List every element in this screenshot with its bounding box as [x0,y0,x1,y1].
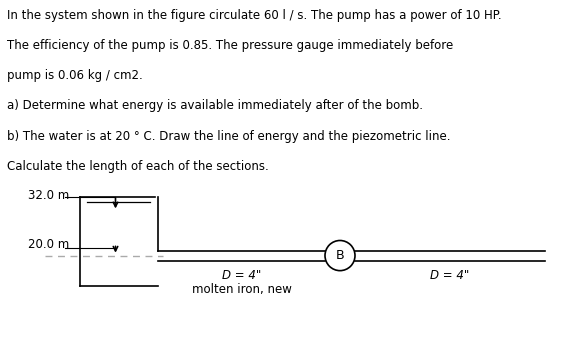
Circle shape [325,240,355,271]
Text: molten iron, new: molten iron, new [192,283,292,296]
Text: 32.0 m: 32.0 m [28,189,69,202]
Text: pump is 0.06 kg / cm2.: pump is 0.06 kg / cm2. [7,69,143,82]
Text: In the system shown in the figure circulate 60 l / s. The pump has a power of 10: In the system shown in the figure circul… [7,9,502,22]
Text: D = 4": D = 4" [222,269,261,282]
Text: The efficiency of the pump is 0.85. The pressure gauge immediately before: The efficiency of the pump is 0.85. The … [7,39,453,52]
Text: Calculate the length of each of the sections.: Calculate the length of each of the sect… [7,160,269,173]
Text: b) The water is at 20 ° C. Draw the line of energy and the piezometric line.: b) The water is at 20 ° C. Draw the line… [7,130,451,143]
Text: a) Determine what energy is available immediately after of the bomb.: a) Determine what energy is available im… [7,99,424,112]
Text: B: B [336,249,344,262]
Text: 20.0 m: 20.0 m [28,238,69,251]
Text: D = 4": D = 4" [430,269,470,282]
